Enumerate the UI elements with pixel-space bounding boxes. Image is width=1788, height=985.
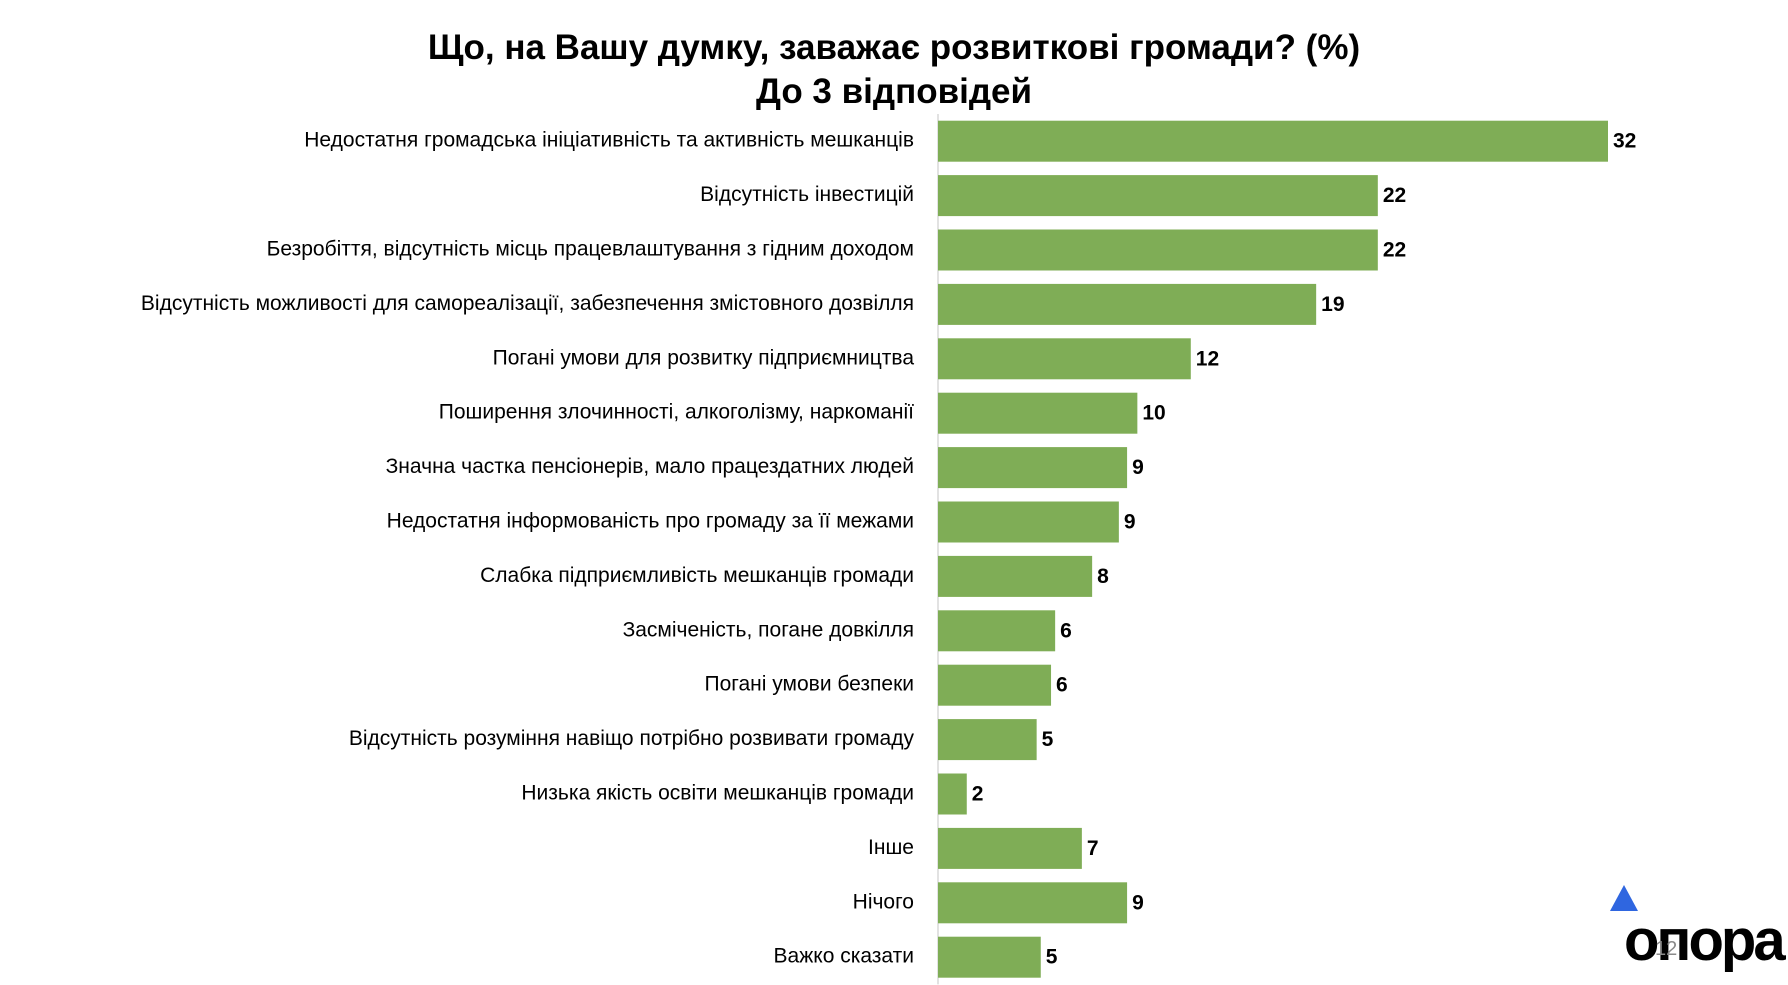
data-label: 6 (1056, 674, 1068, 697)
data-label: 32 (1613, 130, 1636, 153)
data-label: 6 (1060, 619, 1072, 642)
data-label: 9 (1124, 511, 1136, 534)
category-label: Відсутність розуміння навіщо потрібно ро… (349, 727, 915, 750)
bar (938, 719, 1037, 761)
category-label: Низька якість освіти мешканців громади (521, 782, 914, 805)
category-label: Безробіття, відсутність місць працевлашт… (267, 238, 914, 261)
logo-text: опора (1624, 908, 1786, 973)
data-label: 9 (1132, 891, 1144, 914)
chart-title: Що, на Вашу думку, заважає розвиткові гр… (427, 28, 1361, 67)
bar (938, 338, 1191, 380)
category-label: Поширення злочинності, алкоголізму, нарк… (439, 401, 914, 424)
data-label: 19 (1321, 293, 1344, 316)
data-label: 7 (1087, 837, 1099, 860)
bar (938, 827, 1082, 869)
bar (938, 447, 1128, 489)
category-label: Недостатня громадська ініціативність та … (304, 129, 914, 152)
category-label: Слабка підприємливість мешканців громади (480, 564, 914, 587)
data-label: 5 (1042, 728, 1054, 751)
page-number: 12 (1655, 938, 1678, 960)
bar (938, 501, 1119, 543)
bar (938, 882, 1128, 924)
category-label: Відсутність інвестицій (700, 183, 914, 206)
category-label: Відсутність можливості для самореалізаці… (141, 292, 914, 315)
bar (938, 773, 967, 815)
category-label: Недостатня інформованість про громаду за… (387, 510, 914, 533)
data-label: 5 (1046, 946, 1058, 969)
opora-logo (1610, 885, 1638, 911)
category-label: Погані умови для розвитку підприємництва (493, 346, 915, 369)
bar (938, 120, 1608, 162)
bar (938, 283, 1317, 325)
bar (938, 555, 1093, 597)
category-label: Засміченість, погане довкілля (623, 618, 914, 641)
data-label: 8 (1097, 565, 1109, 588)
category-label: Важко сказати (774, 945, 914, 968)
category-label: Інше (868, 836, 914, 859)
bar (938, 610, 1056, 652)
data-label: 2 (972, 783, 984, 806)
category-label: Значна частка пенсіонерів, мало працезда… (386, 455, 914, 478)
category-label: Нічого (853, 890, 914, 913)
bar (938, 175, 1378, 217)
data-label: 10 (1142, 402, 1165, 425)
chart-subtitle: До 3 відповідей (755, 72, 1033, 111)
bar (938, 229, 1378, 271)
data-label: 22 (1383, 184, 1406, 207)
bar (938, 664, 1052, 706)
data-label: 22 (1383, 239, 1406, 262)
data-label: 9 (1132, 456, 1144, 479)
category-label: Погані умови безпеки (705, 673, 914, 696)
logo-triangle-icon (1610, 885, 1638, 911)
bar (938, 936, 1041, 978)
bar (938, 392, 1138, 434)
data-label: 12 (1196, 347, 1219, 370)
